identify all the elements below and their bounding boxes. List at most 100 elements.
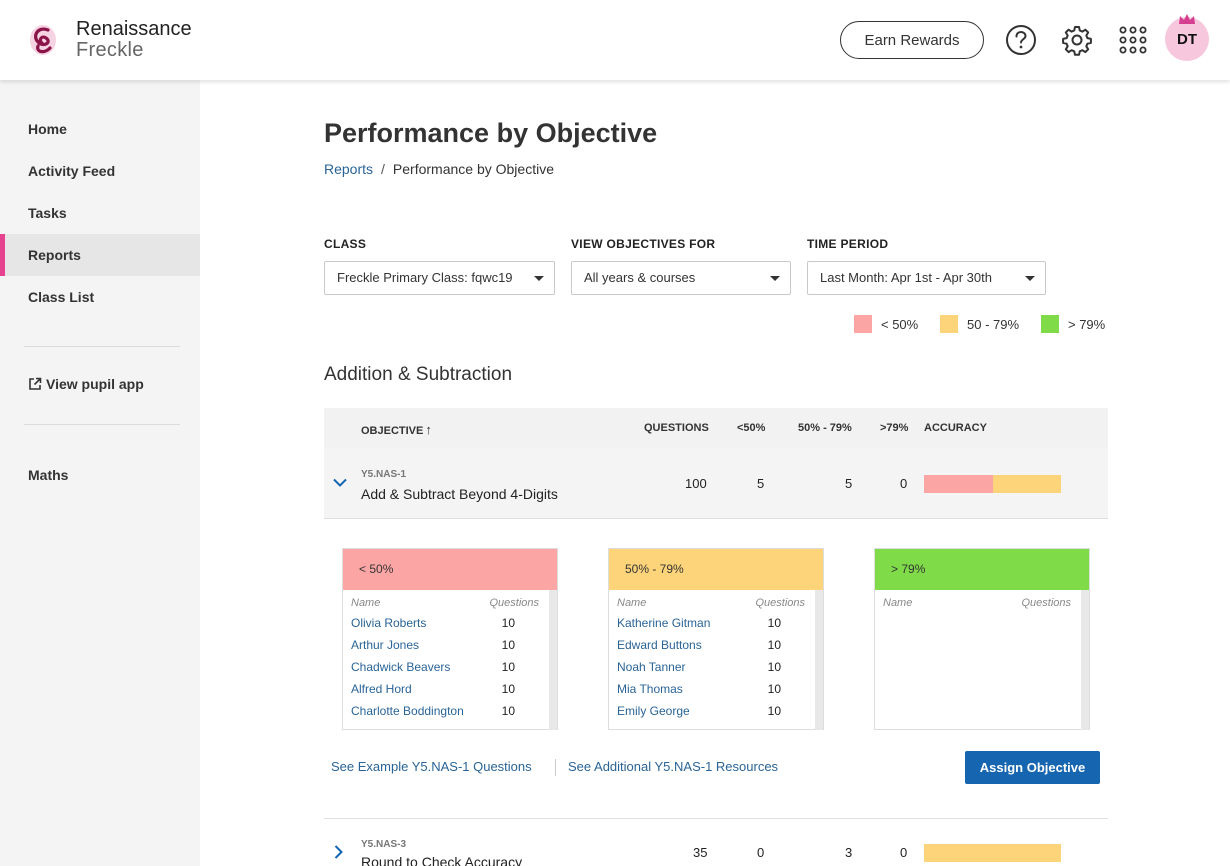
student-name-link[interactable]: Emily George (617, 704, 690, 718)
name-column-label: Name (351, 597, 381, 609)
questions-column-header: QUESTIONS (644, 422, 709, 434)
breakdown-card-mid: 50% - 79% Name Questions Katherine Gitman… (608, 548, 824, 730)
apps-grid-icon[interactable] (1115, 22, 1151, 58)
list-item: Noah Tanner 10 (609, 656, 823, 678)
view-pupil-app-link[interactable]: View pupil app (28, 376, 144, 392)
class-filter-label: CLASS (324, 237, 367, 251)
class-select[interactable]: Freckle Primary Class: fqwc19 (324, 261, 555, 295)
card-scrollbar[interactable] (1081, 590, 1089, 730)
mid-count: 3 (845, 845, 853, 860)
page-title: Performance by Objective (324, 118, 658, 148)
crown-icon (1179, 14, 1195, 24)
view-pupil-app-label: View pupil app (46, 376, 144, 392)
sidebar-item-home[interactable]: Home (28, 121, 67, 137)
objective-column-label: OBJECTIVE (361, 425, 424, 437)
accuracy-segment-low (924, 475, 993, 493)
name-column-label: Name (883, 597, 913, 609)
table-row[interactable]: Y5.NAS-1 Add & Subtract Beyond 4-Digits … (324, 448, 1108, 519)
app-logo[interactable]: Renaissance Freckle (24, 18, 192, 62)
objective-name: Round to Check Accuracy (361, 854, 523, 866)
chevron-down-icon[interactable] (333, 478, 347, 488)
gt79-count: 0 (900, 476, 908, 491)
accuracy-segment-mid (992, 475, 1061, 493)
list-item: Katherine Gitman 10 (609, 612, 823, 634)
card-scrollbar[interactable] (815, 590, 823, 730)
see-additional-resources-link[interactable]: See Additional Y5.NAS-1 Resources (568, 759, 779, 774)
card-scrollbar[interactable] (549, 590, 557, 730)
student-name-link[interactable]: Mia Thomas (617, 682, 683, 696)
gt79-count: 0 (900, 845, 908, 860)
sidebar-divider (24, 346, 180, 347)
row-divider (324, 818, 1108, 819)
chevron-down-icon (534, 276, 544, 281)
lt50-count: 0 (757, 845, 765, 860)
objectives-select[interactable]: All years & courses (571, 261, 791, 295)
student-questions: 10 (501, 616, 515, 630)
accuracy-bar (924, 844, 1061, 862)
settings-gear-icon[interactable] (1059, 22, 1095, 58)
breakdown-card-low: < 50% Name Questions Olivia Roberts 10 Art… (342, 548, 558, 730)
objective-column-header[interactable]: OBJECTIVE ↑ (361, 422, 432, 437)
breadcrumb-separator: / (381, 161, 385, 177)
legend-swatch (854, 315, 872, 333)
sidebar-item-class-list[interactable]: Class List (28, 289, 95, 305)
freckle-logo-icon (24, 18, 62, 62)
link-separator (555, 759, 556, 776)
list-item: Emily George 10 (609, 700, 823, 722)
student-name-link[interactable]: Katherine Gitman (617, 616, 711, 630)
legend-label: 50 - 79% (967, 316, 1020, 332)
chevron-down-icon (1025, 276, 1035, 281)
sidebar-item-reports[interactable]: Reports (0, 234, 200, 276)
student-name-link[interactable]: Olivia Roberts (351, 616, 427, 630)
list-item: Arthur Jones 10 (343, 634, 557, 656)
legend-item-high: > 79% (1041, 315, 1105, 333)
section-title: Addition & Subtraction (324, 364, 513, 385)
student-questions: 10 (767, 704, 781, 718)
breakdown-card-high: > 79% Name Questions (874, 548, 1090, 730)
list-item: Olivia Roberts 10 (343, 612, 557, 634)
breadcrumb: Reports / Performance by Objective (324, 161, 554, 177)
legend-item-low: < 50% (854, 315, 918, 333)
mid-column-header: 50% - 79% (798, 422, 852, 434)
objective-code: Y5.NAS-3 (361, 839, 407, 850)
sidebar-divider (24, 424, 180, 425)
student-questions: 10 (767, 682, 781, 696)
see-example-questions-link[interactable]: See Example Y5.NAS-1 Questions (331, 759, 532, 774)
student-name-link[interactable]: Chadwick Beavers (351, 660, 451, 674)
help-icon[interactable] (1003, 22, 1039, 58)
sidebar-item-tasks[interactable]: Tasks (28, 205, 67, 221)
student-questions: 10 (767, 660, 781, 674)
earn-rewards-button[interactable]: Earn Rewards (840, 21, 984, 59)
student-name-link[interactable]: Arthur Jones (351, 638, 420, 652)
chevron-right-icon[interactable] (334, 845, 344, 859)
student-name-link[interactable]: Noah Tanner (617, 660, 686, 674)
table-header: OBJECTIVE ↑ QUESTIONS <50% 50% - 79% >79%… (324, 408, 1108, 448)
student-questions: 10 (501, 638, 515, 652)
list-item: Alfred Hord 10 (343, 678, 557, 700)
time-period-select-value: Last Month: Apr 1st - Apr 30th (820, 270, 992, 285)
student-questions: 10 (501, 704, 515, 718)
questions-column-label: Questions (489, 597, 539, 609)
time-period-select[interactable]: Last Month: Apr 1st - Apr 30th (807, 261, 1046, 295)
breadcrumb-current: Performance by Objective (392, 161, 554, 177)
card-title: 50% - 79% (609, 549, 823, 590)
sidebar-subject-maths[interactable]: Maths (28, 467, 69, 483)
list-item: Chadwick Beavers 10 (343, 656, 557, 678)
breadcrumb-reports-link[interactable]: Reports (324, 161, 374, 177)
student-name-link[interactable]: Edward Buttons (617, 638, 702, 652)
brand-name: Renaissance (76, 18, 192, 40)
time-period-filter-label: TIME PERIOD (807, 237, 889, 251)
objectives-select-value: All years & courses (584, 270, 696, 285)
student-name-link[interactable]: Alfred Hord (351, 682, 412, 696)
list-item: Edward Buttons 10 (609, 634, 823, 656)
card-title: > 79% (875, 549, 1089, 590)
user-avatar[interactable]: DT (1165, 17, 1209, 61)
student-name-link[interactable]: Charlotte Boddington (351, 704, 464, 718)
assign-objective-button[interactable]: Assign Objective (965, 751, 1100, 784)
legend-label: < 50% (881, 316, 919, 332)
objective-code: Y5.NAS-1 (361, 469, 407, 480)
sidebar-item-activity-feed[interactable]: Activity Feed (28, 163, 116, 179)
list-item: Mia Thomas 10 (609, 678, 823, 700)
mid-count: 5 (845, 476, 853, 491)
external-link-icon (29, 377, 42, 390)
